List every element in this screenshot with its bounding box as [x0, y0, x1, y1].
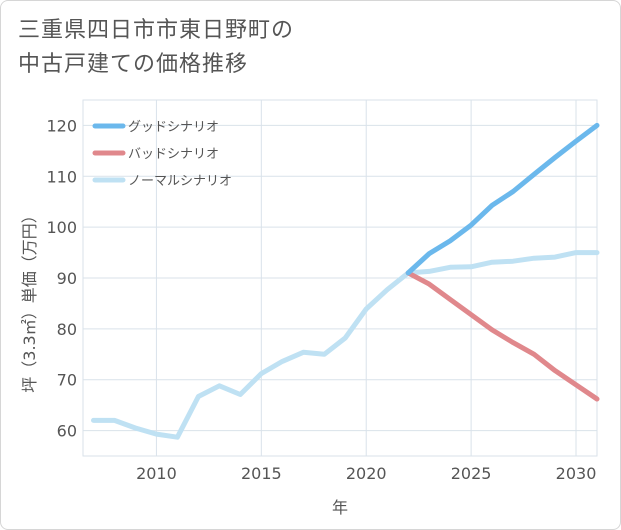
series-line-0 [405, 122, 600, 276]
x-tick-label: 2010 [136, 464, 177, 483]
y-tick-label: 100 [46, 218, 77, 237]
x-tick-label: 2015 [241, 464, 282, 483]
y-tick-label: 90 [57, 269, 77, 288]
legend-label: バッドシナリオ [128, 147, 219, 162]
x-tick-label: 2030 [556, 464, 597, 483]
x-tick-label: 2020 [346, 464, 387, 483]
legend-label: ノーマルシナリオ [128, 174, 232, 189]
chart-title-line-1: 三重県四日市市東日野町の [18, 18, 295, 43]
y-tick-label: 60 [57, 422, 77, 441]
legend-label: グッドシナリオ [128, 120, 219, 135]
x-axis-title: 年 [332, 498, 348, 517]
x-tick-label: 2025 [451, 464, 492, 483]
y-tick-label: 120 [46, 116, 77, 135]
y-tick-label: 110 [46, 167, 77, 186]
y-tick-label: 80 [57, 320, 77, 339]
y-axis-title: 坪（3.3㎡）単価（万円） [20, 207, 39, 392]
chart-title-line-2: 中古戸建ての価格推移 [18, 52, 249, 77]
chart-title: 三重県四日市市東日野町の 中古戸建ての価格推移 [18, 14, 578, 82]
series-line-1 [405, 270, 600, 402]
y-tick-label: 70 [57, 371, 77, 390]
series-line-2 [91, 250, 600, 440]
